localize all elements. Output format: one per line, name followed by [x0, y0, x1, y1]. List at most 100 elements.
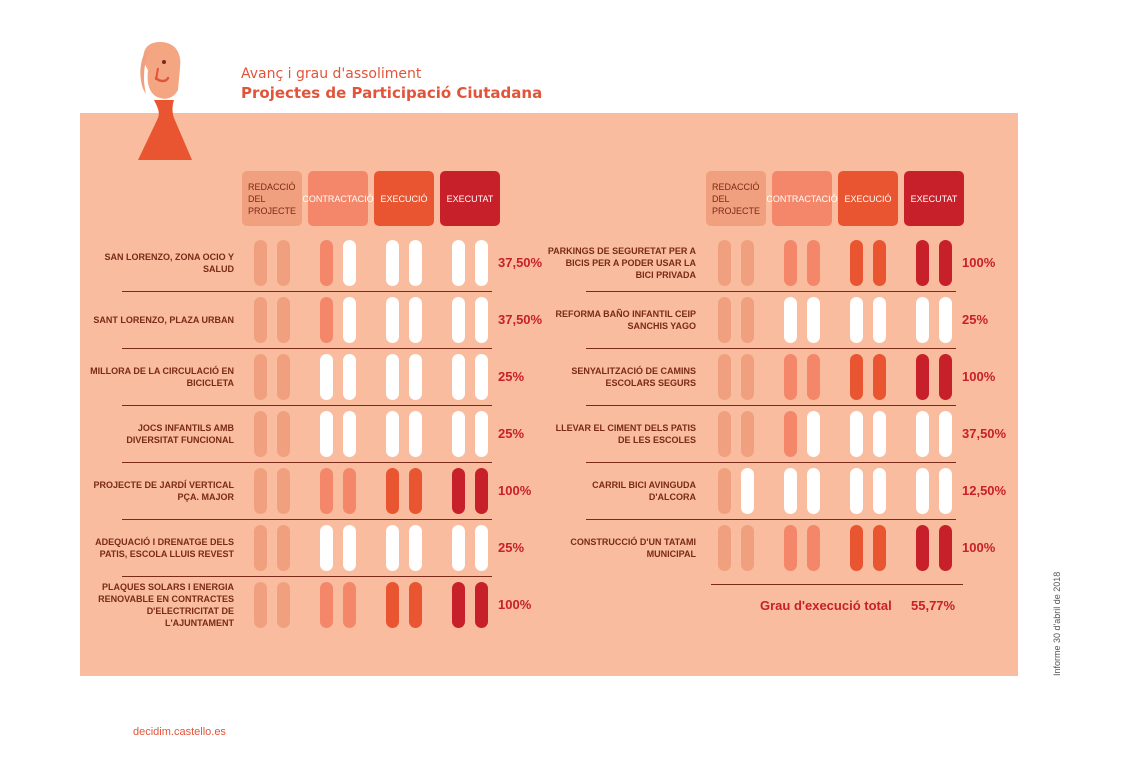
progress-pill-redaccio [718, 297, 731, 343]
progress-pill-redaccio [741, 468, 754, 514]
project-percent: 100% [962, 255, 996, 270]
row-separator [122, 576, 492, 577]
progress-pill-contractacio [320, 354, 333, 400]
row-separator [586, 519, 956, 520]
total-separator [711, 584, 963, 585]
project-percent: 12,50% [962, 483, 1007, 498]
progress-pill-execucio [409, 411, 422, 457]
footer-link[interactable]: decidim.castello.es [133, 726, 226, 738]
project-percent: 37,50% [498, 255, 543, 270]
progress-pill-redaccio [718, 525, 731, 571]
progress-pill-execucio [386, 240, 399, 286]
project-percent: 100% [962, 540, 996, 555]
progress-pill-executat [475, 354, 488, 400]
row-separator [122, 405, 492, 406]
progress-pill-contractacio [320, 582, 333, 628]
progress-pill-redaccio [254, 240, 267, 286]
progress-pill-contractacio [807, 297, 820, 343]
progress-pill-redaccio [718, 411, 731, 457]
progress-pill-execucio [386, 354, 399, 400]
person-illustration-icon [138, 42, 192, 160]
row-separator [586, 348, 956, 349]
progress-pill-executat [939, 240, 952, 286]
progress-pill-contractacio [784, 354, 797, 400]
progress-pill-executat [452, 411, 465, 457]
project-label: SAN LORENZO, ZONA OCIO Y SALUD [104, 252, 234, 274]
progress-pill-redaccio [277, 354, 290, 400]
progress-pill-redaccio [277, 582, 290, 628]
project-label: CARRIL BICI AVINGUDA D'ALCORA [592, 480, 696, 502]
phase-header-executat: EXECUTAT [904, 171, 964, 226]
progress-pill-redaccio [741, 297, 754, 343]
progress-pill-redaccio [277, 411, 290, 457]
project-percent: 25% [498, 426, 525, 441]
progress-pill-redaccio [254, 297, 267, 343]
phase-header-execucio: EXECUCIÓ [838, 171, 898, 226]
progress-pill-contractacio [807, 411, 820, 457]
progress-pill-execucio [386, 468, 399, 514]
progress-pill-redaccio [277, 240, 290, 286]
progress-pill-executat [939, 411, 952, 457]
progress-pill-executat [916, 411, 929, 457]
progress-pill-execucio [409, 297, 422, 343]
phase-header-executat: EXECUTAT [440, 171, 500, 226]
progress-pill-redaccio [718, 354, 731, 400]
progress-pill-contractacio [320, 240, 333, 286]
project-percent: 25% [498, 369, 525, 384]
project-percent: 100% [498, 597, 532, 612]
progress-pill-executat [916, 354, 929, 400]
progress-pill-execucio [409, 582, 422, 628]
progress-pill-contractacio [343, 525, 356, 571]
project-label: PLAQUES SOLARS I ENERGIA RENOVABLE EN CO… [98, 582, 234, 628]
progress-pill-redaccio [277, 468, 290, 514]
progress-pill-execucio [850, 240, 863, 286]
phase-header-redaccio: REDACCIÓ DEL PROJECTE [706, 171, 766, 226]
progress-pill-redaccio [254, 525, 267, 571]
progress-pill-execucio [409, 468, 422, 514]
progress-pill-contractacio [784, 468, 797, 514]
project-label: LLEVAR EL CIMENT DELS PATIS DE LES ESCOL… [555, 423, 696, 445]
progress-pill-redaccio [741, 240, 754, 286]
progress-pill-contractacio [784, 411, 797, 457]
progress-pill-execucio [409, 240, 422, 286]
progress-pill-contractacio [784, 525, 797, 571]
progress-pill-redaccio [254, 468, 267, 514]
progress-pill-executat [939, 525, 952, 571]
progress-pill-redaccio [254, 582, 267, 628]
progress-pill-executat [916, 240, 929, 286]
progress-pill-execucio [873, 297, 886, 343]
project-label: REFORMA BAÑO INFANTIL CEIP SANCHIS YAGO [555, 309, 696, 331]
progress-pill-contractacio [320, 411, 333, 457]
row-separator [586, 405, 956, 406]
progress-pill-execucio [873, 411, 886, 457]
progress-pill-execucio [873, 240, 886, 286]
progress-pill-execucio [386, 411, 399, 457]
progress-pill-execucio [873, 525, 886, 571]
chart-subtitle: Avanç i grau d'assoliment [241, 66, 422, 82]
row-separator [122, 348, 492, 349]
progress-pill-redaccio [741, 525, 754, 571]
progress-pill-contractacio [320, 297, 333, 343]
progress-pill-contractacio [807, 354, 820, 400]
project-label: SANT LORENZO, PLAZA URBAN [93, 315, 234, 325]
progress-pill-contractacio [343, 240, 356, 286]
progress-pill-executat [475, 297, 488, 343]
progress-pill-contractacio [807, 525, 820, 571]
progress-pill-contractacio [784, 240, 797, 286]
progress-pill-executat [939, 354, 952, 400]
progress-pill-contractacio [343, 411, 356, 457]
project-label: JOCS INFANTILS AMB DIVERSITAT FUNCIONAL [126, 423, 234, 445]
progress-pill-contractacio [343, 582, 356, 628]
progress-pill-executat [452, 525, 465, 571]
progress-pill-executat [939, 468, 952, 514]
progress-pill-redaccio [277, 297, 290, 343]
project-label: PARKINGS DE SEGURETAT PER A BICIS PER A … [547, 246, 696, 280]
progress-pill-redaccio [718, 468, 731, 514]
progress-pill-contractacio [807, 240, 820, 286]
total-label: Grau d'execució total [760, 598, 892, 613]
progress-pill-executat [475, 240, 488, 286]
total-value: 55,77% [911, 598, 956, 613]
progress-pill-contractacio [343, 354, 356, 400]
progress-pill-redaccio [254, 354, 267, 400]
project-percent: 25% [962, 312, 989, 327]
